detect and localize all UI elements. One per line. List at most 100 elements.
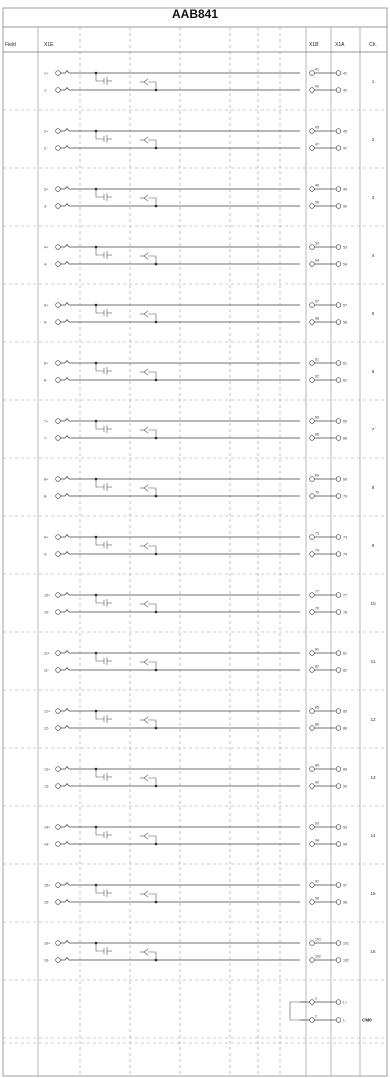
- terminal-circle: [309, 899, 315, 905]
- diode-symbol: [143, 600, 149, 608]
- terminal-circle: [309, 418, 315, 424]
- terminal-circle: [309, 824, 315, 830]
- terminal-circle: [55, 128, 61, 134]
- channel-block: 11+ 11- 81 82 81 82 11: [44, 648, 376, 673]
- signal-wire: [60, 550, 300, 555]
- terminal-circle: [335, 940, 342, 946]
- terminal-circle: [335, 783, 342, 789]
- common-block: 1 2 L+ L- CM0: [289, 997, 372, 1023]
- terminal-circle: [309, 70, 315, 76]
- signal-wire: [60, 417, 300, 422]
- terminal-circle: [335, 551, 342, 557]
- terminal-circle: [309, 766, 315, 772]
- branch-wire: [148, 429, 157, 438]
- terminal-number: 77: [343, 594, 347, 598]
- terminal-circle: [309, 783, 315, 789]
- input-label: 14-: [44, 843, 50, 847]
- terminal-circle: [55, 203, 61, 209]
- channel-number: 3: [372, 195, 375, 200]
- terminal-circle: [55, 244, 61, 250]
- terminal-circle: [55, 360, 61, 366]
- diode-symbol: [143, 426, 149, 434]
- input-label: 4-: [44, 263, 48, 267]
- input-label: 13-: [44, 785, 50, 789]
- terminal-number: 101: [343, 942, 349, 946]
- input-label: 7-: [44, 437, 48, 441]
- terminal-circle: [335, 650, 342, 656]
- terminal-number: 1: [315, 997, 317, 1001]
- terminal-number: 50: [315, 201, 319, 205]
- input-label: 10+: [44, 594, 50, 598]
- input-label: 7+: [44, 420, 48, 424]
- terminal-number: 97: [315, 880, 319, 884]
- diode-symbol: [143, 716, 149, 724]
- signal-wire: [60, 608, 300, 613]
- input-label: 1+: [44, 72, 48, 76]
- branch-wire: [148, 81, 157, 90]
- signal-wire: [60, 318, 300, 323]
- channel-block: 15+ 15- 97 98 97 98 15: [44, 880, 376, 905]
- signal-wire: [60, 591, 300, 596]
- channel-number: 1: [372, 79, 375, 84]
- signal-wire: [60, 898, 300, 903]
- terminal-circle: [309, 476, 315, 482]
- branch-wire: [95, 73, 104, 82]
- channel-number: 11: [371, 659, 376, 664]
- terminal-circle: [309, 882, 315, 888]
- terminal-circle: [335, 999, 342, 1005]
- terminal-circle: [55, 783, 61, 789]
- terminal-number: 45: [315, 126, 319, 130]
- branch-wire: [148, 835, 157, 844]
- channel-rows: 1+1-4142414212+2-4547454723+3-4950495034…: [44, 68, 376, 963]
- terminal-circle: [55, 87, 61, 93]
- terminal-circle: [335, 899, 342, 905]
- terminal-number: 45: [343, 130, 347, 134]
- channel-block: 4+ 4- 53 54 53 54 4: [44, 242, 375, 267]
- terminal-number: L-: [343, 1019, 347, 1023]
- channel-block: 7+ 7- 65 66 65 66 7: [44, 416, 375, 441]
- terminal-circle: [309, 667, 315, 673]
- input-label: 15+: [44, 884, 50, 888]
- signal-wire: [60, 376, 300, 381]
- signal-wire: [60, 86, 300, 91]
- terminal-circle: [55, 476, 61, 482]
- input-label: 5-: [44, 321, 48, 325]
- terminal-circle: [55, 609, 61, 615]
- terminal-circle: [309, 609, 315, 615]
- input-label: 15-: [44, 901, 50, 905]
- terminal-number: 102: [315, 955, 321, 959]
- diode-symbol: [143, 368, 149, 376]
- terminal-number: 97: [343, 884, 347, 888]
- diode-symbol: [143, 484, 149, 492]
- terminal-circle: [335, 128, 342, 134]
- terminal-number: 50: [343, 205, 347, 209]
- terminal-number: 82: [315, 665, 319, 669]
- input-label: 2-: [44, 147, 48, 151]
- terminal-circle: [55, 882, 61, 888]
- signal-wire: [60, 939, 300, 944]
- grid-lines: [2, 7, 388, 1077]
- terminal-number: 102: [343, 959, 349, 963]
- terminal-number: 47: [343, 147, 347, 151]
- terminal-circle: [335, 1017, 342, 1023]
- terminal-number: 53: [343, 246, 347, 250]
- terminal-circle: [55, 725, 61, 731]
- input-label: 16+: [44, 942, 50, 946]
- input-label: 4+: [44, 246, 48, 250]
- terminal-number: 49: [343, 188, 347, 192]
- branch-wire: [95, 479, 104, 488]
- terminal-circle: [309, 244, 315, 250]
- terminal-circle: [335, 534, 342, 540]
- terminal-number: 61: [343, 362, 347, 366]
- input-label: 6-: [44, 379, 48, 383]
- terminal-number: 93: [315, 822, 319, 826]
- branch-wire: [148, 197, 157, 206]
- channel-number: 15: [370, 891, 376, 896]
- terminal-circle: [55, 841, 61, 847]
- branch-wire: [95, 537, 104, 546]
- terminal-number: 90: [315, 781, 319, 785]
- input-label: 13+: [44, 768, 50, 772]
- terminal-circle: [309, 319, 315, 325]
- input-label: 10-: [44, 611, 50, 615]
